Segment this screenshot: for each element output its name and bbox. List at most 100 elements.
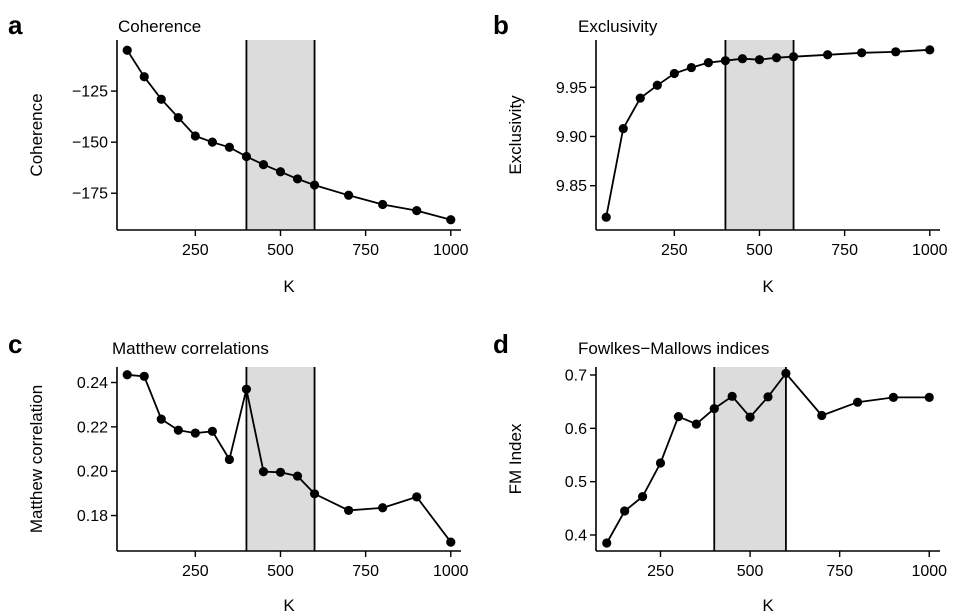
chart-title: Coherence [118, 17, 201, 36]
data-point [412, 205, 422, 216]
y-tick-label: 0.6 [565, 421, 587, 438]
data-point [292, 471, 303, 481]
panel-b: b Exclusivity 250 500 750 10009.859.909.95 … [493, 10, 948, 296]
data-point [709, 404, 719, 414]
data-point [344, 190, 354, 200]
y-axis-label: Exclusivity [506, 95, 525, 175]
panel-letter-b: b [493, 10, 509, 40]
data-point [823, 50, 833, 60]
x-tick-label: 500 [737, 563, 764, 580]
data-point [852, 397, 863, 407]
data-point [601, 212, 611, 222]
data-point [703, 58, 713, 68]
data-point [122, 370, 132, 380]
data-point [378, 503, 388, 513]
data-point [673, 412, 684, 422]
panel-d: d Fowlkes−Mallows indices 250 500 750 1000 0… [493, 329, 947, 615]
data-point [258, 467, 269, 477]
y-tick-label: 0.18 [77, 508, 108, 525]
panel-letter-a: a [8, 10, 23, 40]
highlight-band [246, 40, 315, 230]
x-tick-label: 1000 [433, 563, 469, 580]
chart-title: Exclusivity [578, 17, 658, 36]
data-point [156, 94, 166, 104]
series-line [605, 48, 930, 218]
plot-area: 250 500 750 1000 9.85 9.90 9.95 [556, 40, 948, 259]
data-point [637, 492, 648, 502]
y-tick-label: 0.5 [565, 474, 587, 491]
y-tick-label: 0.4 [565, 528, 587, 545]
data-point [446, 215, 456, 225]
x-tick-label: 1000 [911, 563, 947, 580]
data-point [618, 124, 628, 134]
data-point [412, 492, 422, 502]
panel-letter-c: c [8, 329, 22, 359]
y-tick-label: 0.7 [565, 368, 587, 385]
data-point [139, 72, 149, 82]
chart-title: Matthew correlations [112, 339, 269, 358]
data-point [745, 412, 755, 422]
x-tick-label: 500 [267, 563, 294, 580]
data-point [857, 48, 867, 58]
data-point [720, 56, 731, 66]
data-point [241, 151, 252, 162]
x-tick-label: 500 [746, 242, 773, 259]
y-tick-label: −175 [72, 186, 108, 203]
data-point [190, 428, 200, 438]
x-tick-label: 1000 [912, 242, 948, 259]
data-point [122, 45, 132, 55]
x-axis-label: K [762, 277, 774, 296]
y-tick-label: 9.85 [556, 178, 587, 195]
x-tick-label: 250 [661, 242, 688, 259]
data-point [156, 414, 166, 424]
data-point [817, 410, 827, 421]
data-point [224, 142, 234, 152]
highlight-band [725, 40, 794, 230]
y-tick-label: 0.22 [77, 419, 108, 436]
data-point [924, 392, 934, 402]
data-point [602, 538, 612, 548]
x-axis-label: K [283, 277, 295, 296]
x-tick-label: 750 [352, 563, 379, 580]
data-point [888, 392, 899, 402]
data-point [241, 384, 252, 394]
x-axis-label: K [283, 596, 295, 615]
data-point [275, 467, 286, 477]
data-point [669, 68, 679, 79]
y-axis-label: FM Index [506, 423, 525, 494]
data-point [173, 113, 183, 123]
data-point [686, 62, 696, 73]
plot-area: 250 500 750 1000 0.18 0.20 0.22 0.24 [77, 367, 469, 580]
x-tick-label: 250 [182, 242, 209, 259]
x-tick-label: 750 [831, 242, 858, 259]
x-tick-label: 750 [826, 563, 853, 580]
data-point [763, 392, 773, 402]
x-tick-label: 500 [267, 242, 294, 259]
data-point [258, 160, 269, 170]
data-point [309, 489, 320, 499]
chart-title: Fowlkes−Mallows indices [578, 339, 769, 358]
data-point [224, 454, 234, 465]
data-point [891, 47, 901, 57]
data-point [781, 368, 791, 378]
data-point [344, 505, 354, 516]
x-tick-label: 750 [352, 242, 379, 259]
y-tick-label: −125 [72, 84, 108, 101]
y-tick-label: 9.90 [556, 129, 587, 146]
data-point [652, 80, 662, 90]
data-point [620, 506, 630, 516]
y-axis-label: Matthew correlation [27, 385, 46, 533]
data-point [139, 371, 149, 381]
y-tick-label: −150 [72, 135, 108, 152]
y-axis-label: Coherence [27, 93, 46, 176]
highlight-band [246, 367, 315, 551]
data-point [190, 131, 200, 141]
panel-a: a Coherence 250 500 750 1000−175−150−125 K … [8, 10, 469, 296]
x-axis-label: K [762, 596, 774, 615]
data-point [446, 537, 456, 547]
data-point [771, 53, 782, 63]
data-point [173, 425, 183, 435]
data-point [207, 137, 217, 147]
y-tick-label: 0.20 [77, 464, 108, 481]
